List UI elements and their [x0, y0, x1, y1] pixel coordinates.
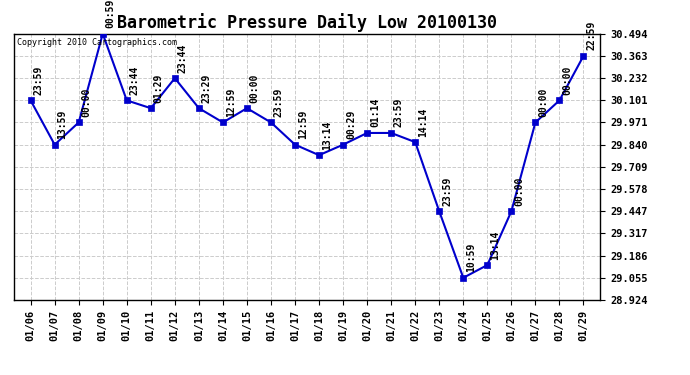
- Text: 00:00: 00:00: [81, 87, 92, 117]
- Text: 00:00: 00:00: [538, 87, 548, 117]
- Text: 12:59: 12:59: [226, 87, 236, 117]
- Text: 12:59: 12:59: [298, 110, 308, 139]
- Text: 01:29: 01:29: [154, 73, 164, 103]
- Title: Barometric Pressure Daily Low 20100130: Barometric Pressure Daily Low 20100130: [117, 13, 497, 32]
- Text: 10:59: 10:59: [466, 243, 476, 272]
- Text: 14:14: 14:14: [418, 107, 428, 136]
- Text: 01:14: 01:14: [370, 98, 380, 128]
- Text: 23:59: 23:59: [394, 98, 404, 128]
- Text: 23:44: 23:44: [177, 43, 188, 73]
- Text: 22:59: 22:59: [586, 21, 596, 50]
- Text: 23:29: 23:29: [201, 73, 212, 103]
- Text: 00:29: 00:29: [346, 110, 356, 139]
- Text: 23:59: 23:59: [274, 87, 284, 117]
- Text: 00:59: 00:59: [106, 0, 115, 28]
- Text: 00:00: 00:00: [562, 66, 572, 95]
- Text: Copyright 2010 Cartographics.com: Copyright 2010 Cartographics.com: [17, 38, 177, 47]
- Text: 00:00: 00:00: [250, 73, 259, 103]
- Text: 13:59: 13:59: [57, 110, 68, 139]
- Text: 00:00: 00:00: [514, 176, 524, 206]
- Text: 23:59: 23:59: [442, 176, 452, 206]
- Text: 13:14: 13:14: [322, 120, 332, 150]
- Text: 23:59: 23:59: [33, 66, 43, 95]
- Text: 23:44: 23:44: [130, 66, 139, 95]
- Text: 13:14: 13:14: [490, 230, 500, 260]
